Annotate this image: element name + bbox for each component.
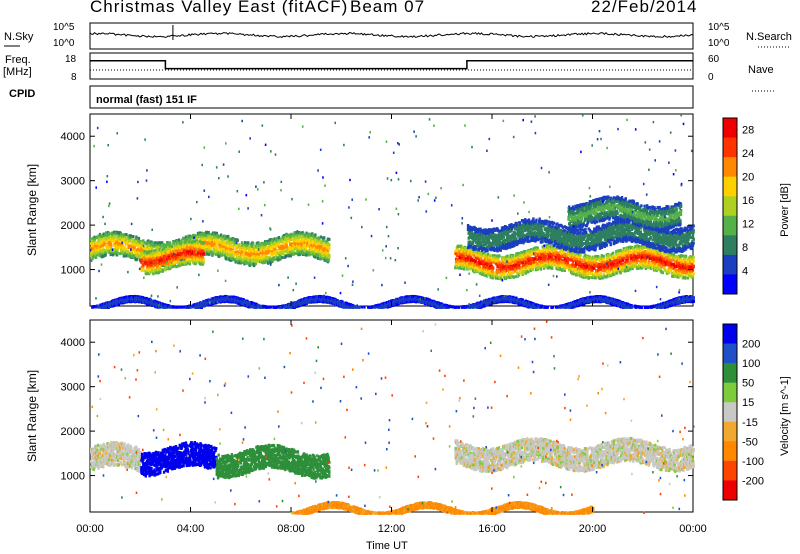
data-cell [95, 256, 97, 259]
data-cell [116, 248, 118, 251]
data-cell [138, 237, 140, 240]
data-cell [110, 244, 112, 247]
data-cell [135, 236, 137, 239]
data-cell [236, 239, 238, 242]
data-cell [132, 235, 134, 238]
data-cell [129, 240, 131, 243]
data-cell [178, 238, 180, 241]
data-cell [247, 241, 249, 244]
data-cell [133, 246, 135, 249]
radar-plot-canvas: 1000200030004000Slant Range [km]48121620… [0, 0, 800, 554]
data-cell [130, 234, 132, 237]
data-cell [136, 258, 138, 261]
data-cell [116, 252, 118, 255]
data-cell [108, 232, 110, 235]
data-cell [244, 241, 246, 244]
data-cell [128, 246, 130, 249]
data-cell [252, 242, 254, 245]
radar-summary-plot: 1000 2000 3000 4000 Slant Range [km] 4 8 12 16 20… [0, 0, 800, 554]
data-cell [104, 254, 106, 257]
data-cell [216, 246, 218, 249]
data-cell [114, 235, 116, 238]
